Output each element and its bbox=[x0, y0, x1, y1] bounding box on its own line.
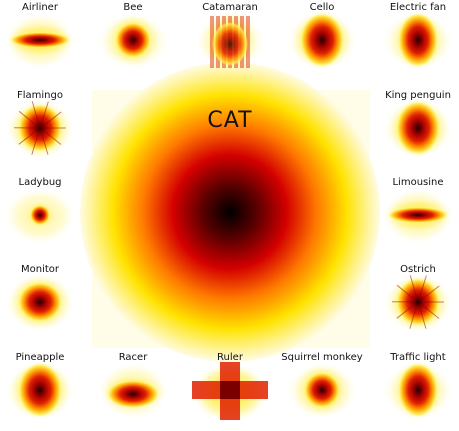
pineapple-label: Pineapple bbox=[15, 352, 65, 363]
king-penguin-label: King penguin bbox=[385, 90, 451, 101]
ostrich-label: Ostrich bbox=[400, 264, 436, 275]
page-title: CAT bbox=[207, 108, 253, 133]
bee-label: Bee bbox=[123, 2, 143, 13]
ostrich-heatmap bbox=[383, 274, 453, 332]
racer-label: Racer bbox=[118, 352, 148, 363]
flamingo-heatmap bbox=[5, 100, 75, 158]
airliner-heatmap bbox=[5, 13, 75, 69]
electric-fan-heatmap bbox=[383, 10, 453, 70]
ruler-label: Ruler bbox=[217, 352, 243, 363]
bee-heatmap bbox=[98, 13, 168, 69]
limousine-heatmap bbox=[383, 188, 453, 244]
flamingo-label: Flamingo bbox=[17, 90, 63, 101]
racer-heatmap bbox=[98, 363, 168, 419]
electric-fan-label: Electric fan bbox=[389, 2, 447, 13]
king-penguin-heatmap bbox=[383, 98, 453, 158]
monitor-label: Monitor bbox=[20, 264, 60, 275]
limousine-label: Limousine bbox=[392, 177, 444, 188]
ladybug-label: Ladybug bbox=[18, 177, 62, 188]
cat-heatmap bbox=[80, 62, 380, 362]
ladybug-heatmap bbox=[5, 188, 75, 244]
catamaran-heatmap bbox=[195, 12, 265, 72]
cello-label: Cello bbox=[309, 2, 335, 13]
cello-heatmap bbox=[287, 10, 357, 70]
ruler-heatmap bbox=[192, 362, 268, 422]
airliner-label: Airliner bbox=[22, 2, 58, 13]
monitor-heatmap bbox=[5, 274, 75, 331]
pineapple-heatmap bbox=[5, 360, 75, 420]
catamaran-label: Catamaran bbox=[202, 2, 258, 13]
squirrel-monkey-heatmap bbox=[287, 363, 357, 419]
traffic-light-heatmap bbox=[383, 360, 453, 420]
squirrel-monkey-label: Squirrel monkey bbox=[281, 352, 363, 363]
traffic-light-label: Traffic light bbox=[390, 352, 446, 363]
